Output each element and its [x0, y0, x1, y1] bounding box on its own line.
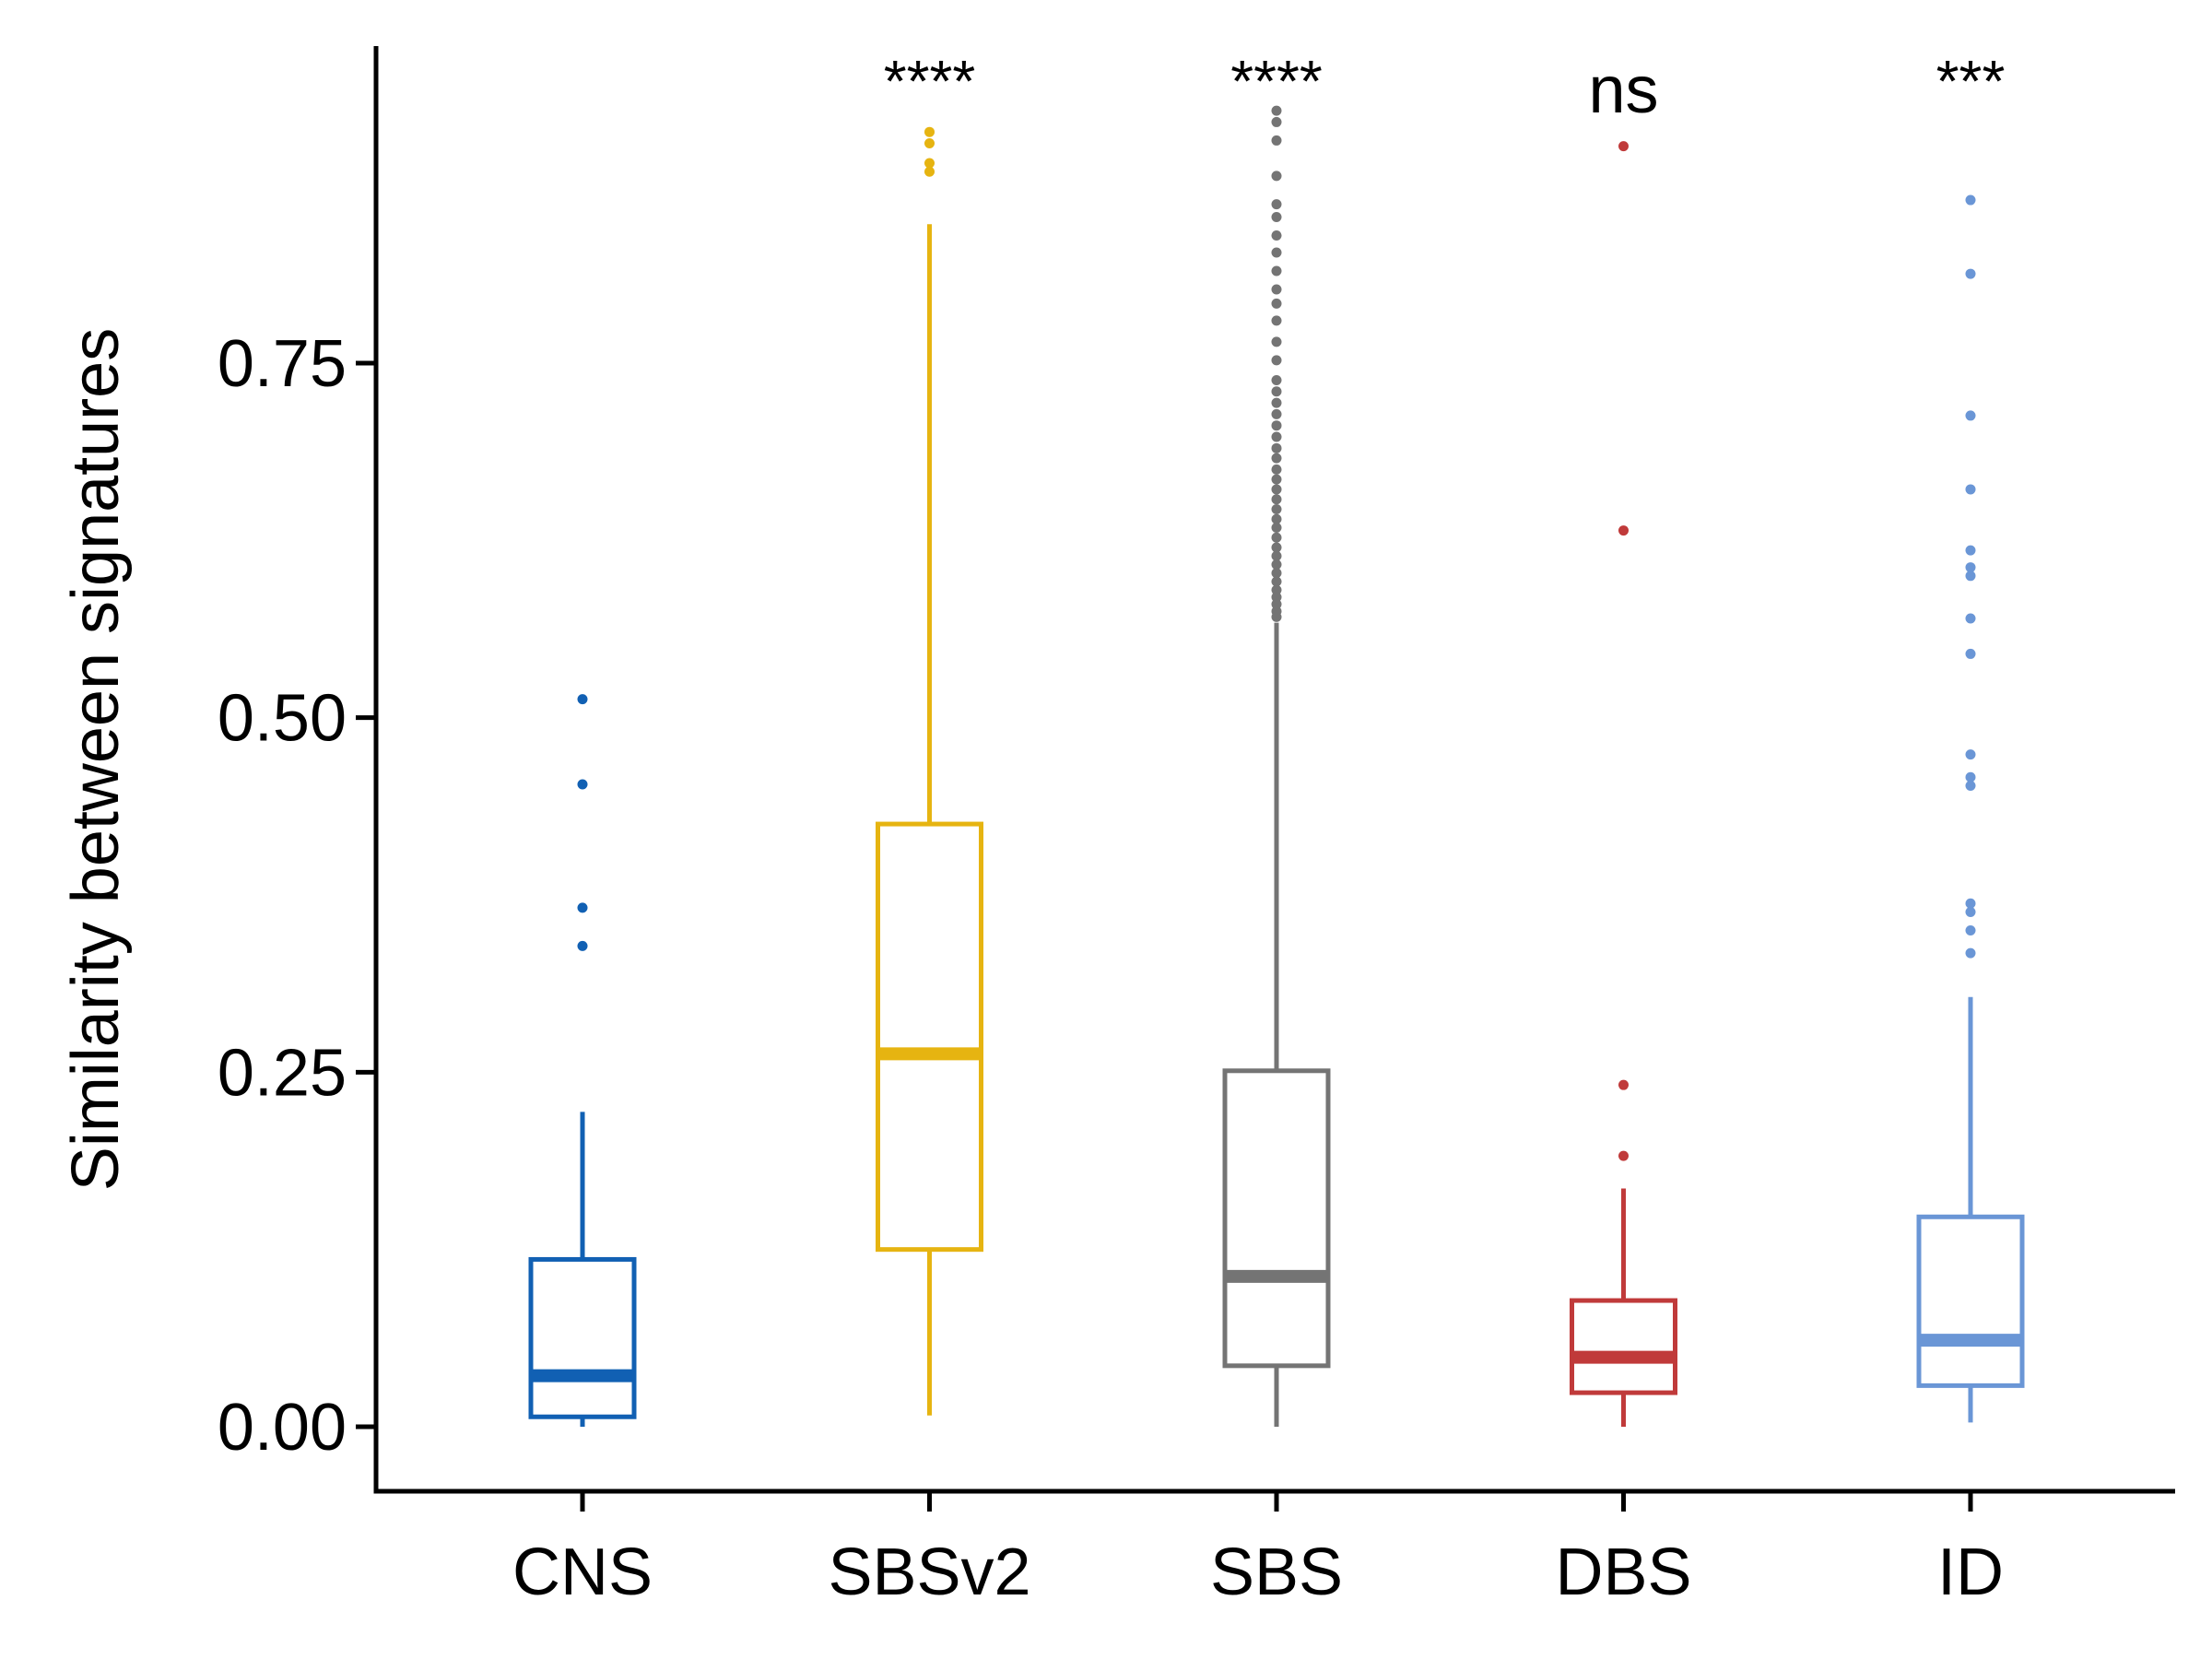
outlier-point	[1965, 484, 1976, 495]
x-tick-label: ID	[1937, 1535, 2004, 1609]
outlier-point	[1271, 230, 1282, 241]
outlier-point	[577, 779, 588, 790]
outlier-point	[1618, 1150, 1629, 1161]
outlier-point	[1271, 374, 1282, 385]
outlier-point	[1965, 648, 1976, 659]
box-group-dbs: ns	[1570, 53, 1677, 1427]
outlier-point	[1271, 420, 1282, 431]
outlier-point	[1271, 442, 1282, 453]
outlier-point	[1965, 613, 1976, 624]
outlier-point	[1271, 513, 1282, 524]
y-tick-label: 0.50	[218, 682, 347, 756]
outlier-point	[1965, 924, 1976, 935]
y-axis-ticks: 0.00 0.25 0.50 0.75	[218, 327, 376, 1465]
outlier-point	[1618, 525, 1629, 536]
outlier-point	[1271, 397, 1282, 408]
outlier-point	[1965, 545, 1976, 556]
outlier-point	[1271, 532, 1282, 543]
outlier-point	[1618, 141, 1629, 152]
significance-label: ns	[1588, 53, 1658, 127]
outlier-point	[1965, 571, 1976, 582]
significance-label: ***	[1936, 48, 2006, 114]
box-iqr	[528, 1256, 637, 1419]
outlier-point	[577, 940, 588, 951]
outlier-point	[1271, 199, 1282, 210]
outlier-point	[1271, 408, 1282, 419]
outlier-point	[1271, 474, 1282, 485]
outlier-point	[1965, 771, 1976, 782]
outlier-point	[1271, 592, 1282, 603]
outlier-point	[1271, 105, 1282, 116]
outlier-point	[1271, 584, 1282, 595]
outlier-point	[1271, 568, 1282, 579]
outlier-point	[1271, 484, 1282, 495]
outlier-point	[924, 166, 935, 177]
outlier-point	[1271, 336, 1282, 347]
outlier-point	[924, 158, 935, 169]
significance-label: ****	[884, 48, 976, 114]
outlier-point	[1271, 522, 1282, 533]
outlier-point	[1271, 542, 1282, 553]
outlier-point	[1965, 749, 1976, 760]
outlier-point	[1271, 559, 1282, 570]
outlier-point	[1271, 503, 1282, 514]
outlier-point	[1271, 212, 1282, 223]
outlier-point	[1965, 781, 1976, 792]
outlier-point	[924, 138, 935, 149]
outlier-point	[924, 126, 935, 137]
outlier-point	[1965, 947, 1976, 959]
x-tick-label: CNS	[512, 1535, 653, 1609]
significance-label: ****	[1230, 48, 1323, 114]
outlier-point	[1271, 171, 1282, 182]
x-axis-ticks: CNS SBSv2 SBS DBS ID	[512, 1491, 2004, 1609]
outlier-point	[1271, 599, 1282, 610]
outlier-point	[1965, 906, 1976, 917]
outlier-point	[1965, 268, 1976, 279]
outlier-point	[1271, 315, 1282, 326]
outlier-point	[1271, 265, 1282, 276]
box-iqr	[876, 821, 983, 1253]
box-group-sbs: ****	[1222, 48, 1331, 1427]
outlier-point	[1271, 355, 1282, 366]
outlier-point	[1965, 410, 1976, 421]
box-iqr	[1916, 1214, 2025, 1388]
plot-area: **** **** ns ***	[528, 48, 2025, 1427]
outlier-point	[577, 902, 588, 913]
outlier-point	[1271, 464, 1282, 475]
x-tick-label: SBSv2	[828, 1535, 1030, 1609]
outlier-point	[1271, 606, 1282, 617]
box-group-cns	[528, 694, 637, 1427]
outlier-point	[1965, 562, 1976, 573]
outlier-point	[1965, 898, 1976, 909]
outlier-point	[1271, 576, 1282, 587]
outlier-point	[1271, 550, 1282, 561]
outlier-point	[1271, 453, 1282, 464]
x-tick-label: DBS	[1555, 1535, 1691, 1609]
y-tick-label: 0.75	[218, 327, 347, 401]
outlier-point	[1271, 247, 1282, 258]
box-group-id: ***	[1916, 48, 2025, 1423]
y-axis-title: Similarity between signatures	[59, 328, 133, 1191]
y-tick-label: 0.00	[218, 1391, 347, 1465]
outlier-point	[1271, 494, 1282, 505]
outlier-point	[1271, 298, 1282, 309]
outlier-point	[577, 694, 588, 705]
box-group-sbsv2: ****	[876, 48, 983, 1416]
outlier-point	[1271, 386, 1282, 397]
box-iqr	[1222, 1068, 1331, 1369]
x-tick-label: SBS	[1210, 1535, 1343, 1609]
y-tick-label: 0.25	[218, 1036, 347, 1110]
outlier-point	[1618, 1079, 1629, 1090]
outlier-point	[1271, 431, 1282, 442]
outlier-point	[1271, 284, 1282, 295]
outlier-point	[1271, 135, 1282, 146]
outlier-point	[1965, 194, 1976, 206]
box-iqr	[1570, 1298, 1677, 1395]
outlier-point	[1271, 116, 1282, 127]
